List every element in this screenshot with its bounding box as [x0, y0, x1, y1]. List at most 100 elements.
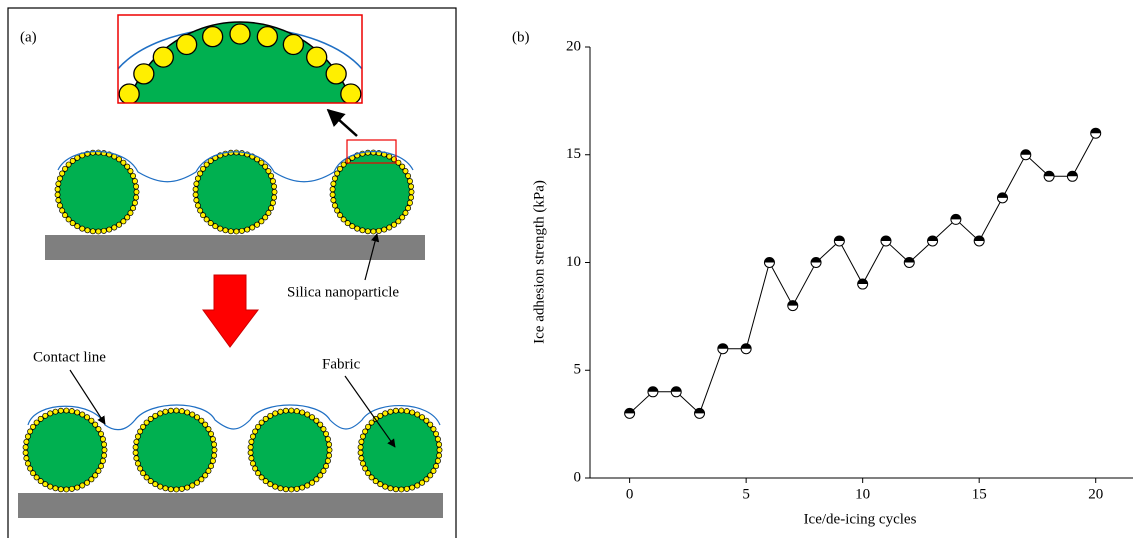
x-tick-label: 20: [1088, 486, 1103, 502]
nanoparticle: [179, 486, 184, 491]
nanoparticle: [212, 442, 217, 447]
nanoparticle: [309, 415, 314, 420]
nanoparticle: [305, 412, 310, 417]
nanoparticle: [70, 158, 75, 163]
nanoparticle: [133, 450, 138, 455]
nanoparticle: [283, 34, 303, 54]
marker-half: [718, 344, 728, 349]
nanoparticle: [204, 217, 209, 222]
nanoparticle: [387, 225, 392, 230]
nanoparticle: [391, 222, 396, 227]
nanoparticle: [249, 456, 254, 461]
nanoparticle: [116, 222, 121, 227]
nanoparticle: [140, 424, 145, 429]
nanoparticle: [208, 431, 213, 436]
nanoparticle: [132, 200, 137, 205]
nanoparticle: [80, 483, 85, 488]
nanoparticle: [57, 176, 62, 181]
nanoparticle: [283, 487, 288, 492]
nanoparticle: [360, 434, 365, 439]
nanoparticle: [294, 486, 299, 491]
nanoparticle: [270, 200, 275, 205]
nanoparticle: [62, 166, 67, 171]
nanoparticle: [253, 466, 258, 471]
transition-arrow: [203, 275, 258, 347]
nanoparticle: [163, 409, 168, 414]
nanoparticle: [128, 210, 133, 215]
y-tick-label: 20: [566, 38, 581, 54]
nanoparticle: [177, 34, 197, 54]
data-point: [974, 236, 984, 246]
nanoparticle: [239, 228, 244, 233]
nanoparticle: [437, 453, 442, 458]
nanoparticle: [96, 229, 101, 234]
x-axis-title: Ice/de-icing cycles: [804, 511, 917, 527]
data-point: [695, 408, 705, 418]
marker-half: [671, 387, 681, 392]
nanoparticle: [435, 437, 440, 442]
data-point: [997, 193, 1007, 203]
nanoparticle: [359, 456, 364, 461]
nanoparticle: [56, 181, 61, 186]
nanoparticle: [218, 226, 223, 231]
nanoparticle: [259, 219, 264, 224]
nanoparticle: [272, 184, 277, 189]
nanoparticle: [28, 466, 33, 471]
nanoparticle: [199, 477, 204, 482]
data-point: [834, 236, 844, 246]
nanoparticle: [195, 176, 200, 181]
nanoparticle: [307, 47, 327, 67]
nanoparticle: [300, 485, 305, 490]
x-tick-label: 0: [626, 486, 634, 502]
nanoparticle: [230, 24, 250, 44]
nanoparticle: [198, 171, 203, 176]
nanoparticle: [30, 471, 35, 476]
nanoparticle: [75, 155, 80, 160]
nanoparticle: [318, 422, 323, 427]
nanoparticle: [323, 431, 328, 436]
nanoparticle: [331, 198, 336, 203]
nanoparticle: [107, 227, 112, 232]
nanoparticle: [358, 445, 363, 450]
substrate: [18, 493, 443, 518]
nanoparticle: [212, 447, 217, 452]
nanoparticle: [198, 208, 203, 213]
nanoparticle: [34, 475, 39, 480]
nanoparticle: [200, 166, 205, 171]
marker-half: [951, 214, 961, 219]
nanoparticle: [98, 463, 103, 468]
nanoparticle: [259, 475, 264, 480]
nanoparticle: [272, 195, 277, 200]
y-tick-label: 0: [574, 469, 582, 485]
nanoparticle: [365, 229, 370, 234]
nanoparticle: [58, 408, 63, 413]
nanoparticle: [174, 408, 179, 413]
nanoparticle: [431, 468, 436, 473]
data-point: [1067, 171, 1077, 181]
nanoparticle: [332, 203, 337, 208]
nanoparticle: [337, 166, 342, 171]
nanoparticle: [60, 208, 65, 213]
nanoparticle: [327, 442, 332, 447]
nanoparticle: [278, 409, 283, 414]
nanoparticle: [396, 219, 401, 224]
nanoparticle: [382, 227, 387, 232]
nanoparticle: [245, 227, 250, 232]
nanoparticle: [433, 463, 438, 468]
nanoparticle: [179, 409, 184, 414]
nanoparticle: [325, 437, 330, 442]
nanoparticle: [128, 168, 133, 173]
nanoparticle: [102, 453, 107, 458]
nanoparticle: [399, 408, 404, 413]
nanoparticle: [350, 106, 370, 126]
nanoparticle: [330, 187, 335, 192]
nanoparticle: [119, 84, 139, 104]
figure: (a) Silica nanoparticle Contact line Fab…: [0, 0, 1136, 538]
nanoparticle: [387, 154, 392, 159]
nanoparticle: [134, 195, 139, 200]
nanoparticle: [415, 483, 420, 488]
nanoparticle: [371, 150, 376, 155]
nanoparticle: [64, 408, 69, 413]
nanoparticle: [28, 429, 33, 434]
nanoparticle: [43, 413, 48, 418]
